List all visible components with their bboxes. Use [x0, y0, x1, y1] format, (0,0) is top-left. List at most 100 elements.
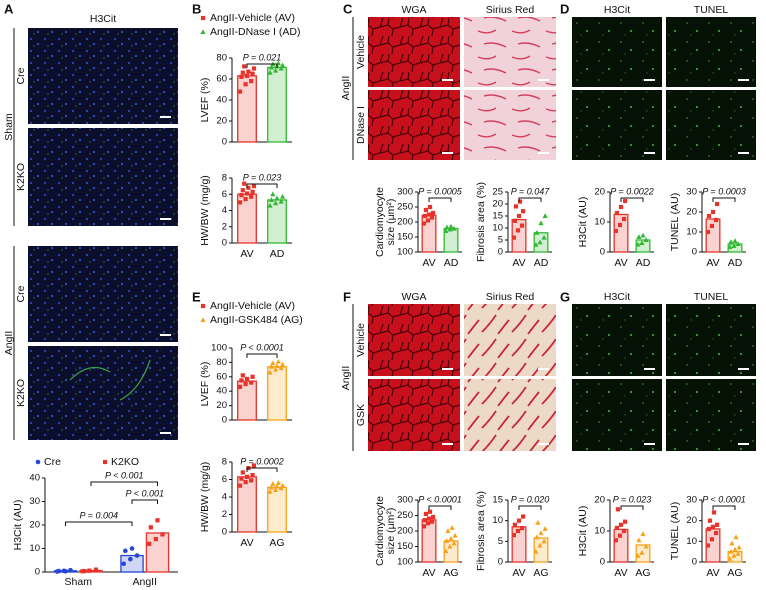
y-axis-label: TUNEL (AU) — [669, 193, 681, 252]
micrograph — [572, 90, 662, 160]
comparison-bracket — [246, 183, 278, 188]
y-axis-label: Cardiomyocyte — [374, 496, 386, 566]
bar — [613, 528, 629, 563]
legend-label: AngII-DNase I (AD) — [210, 26, 300, 38]
y-tick-label: 4 — [222, 205, 227, 216]
y-tick-label: 6 — [222, 474, 227, 485]
data-point — [643, 237, 649, 242]
labels: A B C D E F G H3Cit Sham AngII Cre K2KO … — [3, 1, 729, 426]
micrograph — [464, 17, 556, 87]
legend-marker — [102, 459, 108, 465]
panel-label: G — [560, 289, 570, 304]
data-point — [251, 463, 257, 468]
data-point — [249, 79, 254, 84]
data-point — [517, 199, 523, 204]
data-point — [429, 519, 435, 524]
p-value: P < 0.0001 — [418, 494, 461, 504]
x-tick-label: AV — [422, 567, 435, 579]
data-point — [516, 213, 522, 219]
x-tick-label: AV — [512, 567, 525, 579]
data-point — [733, 534, 739, 540]
data-point — [622, 198, 628, 204]
micrograph — [368, 304, 460, 376]
y-tick-label: 0 — [222, 527, 227, 538]
group-label: AngII — [340, 366, 352, 391]
data-point — [519, 526, 525, 531]
comparison-bracket — [428, 505, 452, 510]
y-tick-label: 80 — [216, 357, 227, 368]
data-point — [237, 200, 243, 205]
data-point — [709, 223, 715, 229]
data-point — [516, 518, 522, 523]
micrograph — [666, 90, 756, 160]
data-point — [250, 71, 255, 76]
column-label: Sirius Red — [486, 4, 535, 16]
micrograph — [464, 90, 556, 160]
data-point — [731, 243, 737, 248]
p-value: P = 0.0002 — [240, 456, 283, 466]
data-point — [533, 242, 539, 247]
data-point — [444, 538, 450, 543]
data-point — [534, 534, 540, 540]
row-label: Vehicle — [355, 35, 367, 69]
y-tick-label: 20 — [686, 207, 697, 218]
data-point — [541, 234, 547, 240]
data-point — [615, 507, 621, 512]
panel-label: A — [4, 1, 14, 16]
micrograph — [368, 17, 460, 87]
legend-marker — [200, 29, 206, 34]
data-point — [511, 235, 516, 240]
y-tick-label: 60 — [216, 74, 227, 85]
data-point — [279, 62, 286, 68]
y-tick-label: 200 — [397, 526, 413, 537]
data-point — [449, 525, 455, 530]
data-point — [246, 185, 251, 190]
data-point — [534, 230, 540, 235]
y-axis-label: LVEF (%) — [199, 78, 211, 123]
row-label: DNase I — [355, 106, 367, 144]
data-point — [635, 241, 641, 247]
y-tick-label: 150 — [397, 232, 413, 243]
data-point — [727, 556, 733, 561]
data-point — [618, 522, 624, 527]
data-point — [515, 228, 521, 233]
p-value: P < 0.001 — [126, 488, 164, 498]
column-label: TUNEL — [694, 4, 729, 16]
comparison-bracket — [712, 197, 736, 202]
data-point — [251, 184, 257, 189]
panel-label: E — [192, 289, 201, 304]
y-tick-label: 6 — [222, 189, 227, 200]
legend-marker — [200, 303, 206, 309]
data-point — [249, 194, 254, 199]
y-tick-label: 20 — [594, 495, 605, 506]
data-point — [443, 228, 449, 233]
y-tick-label: 150 — [397, 541, 413, 552]
data-point — [520, 209, 526, 214]
legend-marker — [35, 459, 41, 465]
y-axis-label: TUNEL (AU) — [669, 502, 681, 561]
micrographs — [13, 17, 756, 451]
data-point — [636, 537, 642, 543]
data-point — [636, 234, 642, 239]
x-tick-label: AG — [533, 567, 548, 579]
data-point — [731, 553, 737, 558]
data-point — [429, 215, 435, 220]
micrograph — [666, 304, 756, 376]
comparison-bracket — [518, 197, 542, 202]
data-point — [268, 363, 275, 369]
y-tick-label: 10 — [492, 515, 503, 526]
group-label: AngII — [340, 76, 352, 101]
legend-label: AngII-GSK484 (AG) — [210, 314, 303, 326]
y-axis-label: Fibrosis area (%) — [475, 182, 487, 262]
row-label: Cre — [15, 285, 27, 302]
y-tick-label: 250 — [397, 510, 413, 521]
data-point — [275, 480, 281, 485]
data-point — [451, 225, 457, 231]
data-point — [727, 244, 733, 249]
p-value: P = 0.020 — [511, 494, 549, 504]
data-point — [639, 549, 645, 555]
column-label: WGA — [401, 4, 426, 16]
y-tick-label: 200 — [397, 217, 413, 228]
legend-label: K2KO — [111, 456, 139, 468]
row-label: K2KO — [15, 163, 27, 191]
